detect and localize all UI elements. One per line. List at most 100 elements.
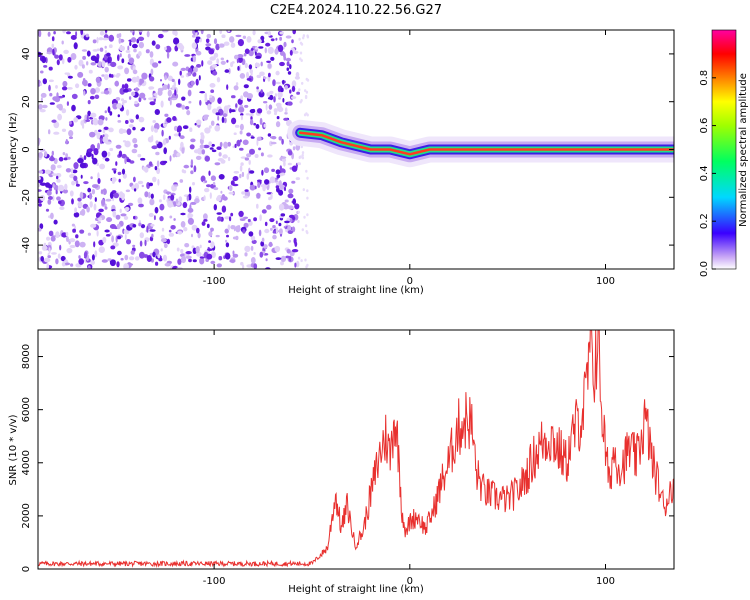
noise-dot (62, 80, 68, 87)
noise-dot (209, 83, 216, 88)
noise-dot (162, 194, 166, 201)
noise-dot (67, 75, 73, 79)
noise-dot (79, 210, 84, 216)
noise-dot (243, 216, 249, 219)
noise-dot (116, 261, 120, 268)
noise-dot (127, 53, 131, 59)
noise-dot (146, 225, 149, 233)
noise-dot (220, 57, 224, 61)
noise-dot (194, 38, 200, 44)
noise-dot (212, 70, 218, 76)
noise-dot (119, 53, 122, 58)
noise-dot (303, 215, 306, 219)
noise-dot (173, 80, 176, 88)
noise-dot (280, 261, 284, 266)
noise-dot (54, 96, 61, 103)
noise-dot (224, 216, 230, 220)
noise-dot (96, 36, 99, 44)
noise-dot (99, 30, 105, 36)
noise-dot (280, 255, 287, 262)
noise-dot (75, 83, 80, 89)
noise-dot (193, 165, 197, 173)
noise-dot (255, 55, 262, 59)
noise-dot (72, 228, 76, 233)
noise-dot (275, 81, 281, 85)
noise-dot (304, 96, 308, 100)
noise-dot (94, 250, 98, 258)
noise-dot (149, 76, 155, 82)
noise-dot (97, 178, 101, 184)
noise-dot (258, 229, 262, 237)
ridge-core (298, 131, 674, 156)
noise-dot (203, 213, 208, 220)
noise-dot (183, 164, 190, 169)
noise-dot (70, 167, 74, 174)
noise-dot (176, 128, 180, 133)
noise-dot (99, 137, 103, 145)
noise-dot (79, 241, 86, 248)
noise-dot (212, 181, 216, 186)
noise-dot (268, 241, 273, 248)
noise-dot (81, 64, 85, 69)
noise-dot (212, 64, 217, 68)
noise-dot (191, 233, 193, 238)
noise-dot (97, 217, 103, 221)
noise-dot (102, 134, 105, 137)
noise-dot (187, 72, 192, 77)
noise-dot (102, 130, 106, 134)
noise-dot (210, 227, 214, 232)
noise-dot (116, 223, 121, 230)
snr-y-tick-label: 0 (21, 566, 32, 572)
noise-dot (208, 170, 211, 176)
noise-dot (39, 109, 46, 113)
noise-dot (242, 264, 245, 269)
noise-dot (117, 120, 122, 123)
noise-dot (58, 200, 62, 205)
noise-dot (90, 260, 95, 265)
noise-dot (285, 57, 291, 62)
noise-dot (286, 249, 291, 254)
noise-dot (161, 129, 164, 137)
noise-dot (287, 71, 292, 75)
noise-dot (38, 183, 41, 187)
noise-dot (195, 119, 202, 126)
noise-dot (304, 258, 307, 262)
noise-dot (239, 218, 246, 221)
noise-dot (214, 125, 221, 132)
noise-dot (187, 89, 192, 97)
noise-dot (287, 230, 293, 235)
noise-dot (160, 238, 167, 243)
noise-dot (225, 239, 228, 243)
spectrogram-y-tick-label: -40 (21, 237, 32, 253)
noise-dot (92, 157, 98, 165)
noise-dot (301, 81, 304, 85)
noise-dot (297, 220, 300, 223)
noise-dot (139, 81, 143, 86)
noise-dot (96, 230, 99, 237)
noise-dot (168, 135, 171, 140)
noise-dot (228, 185, 233, 192)
noise-dot (112, 242, 119, 247)
noise-dot (299, 51, 303, 55)
noise-dot (151, 145, 158, 150)
noise-dot (89, 95, 95, 100)
noise-dot (234, 124, 240, 128)
noise-dot (93, 241, 96, 248)
noise-dot (267, 46, 274, 55)
noise-dot (272, 230, 276, 234)
noise-dot (70, 53, 77, 60)
noise-dot (275, 169, 281, 175)
noise-dot (233, 132, 237, 135)
noise-dot (180, 141, 184, 149)
noise-dot (98, 37, 104, 41)
noise-dot (250, 70, 253, 77)
noise-dot (235, 225, 241, 233)
noise-dot (237, 98, 243, 105)
noise-dot (288, 239, 292, 243)
noise-dot (118, 37, 122, 44)
noise-dot (152, 120, 156, 123)
noise-dot (165, 45, 172, 53)
noise-dot (114, 80, 120, 87)
noise-dot (221, 34, 226, 38)
noise-dot (173, 218, 176, 221)
